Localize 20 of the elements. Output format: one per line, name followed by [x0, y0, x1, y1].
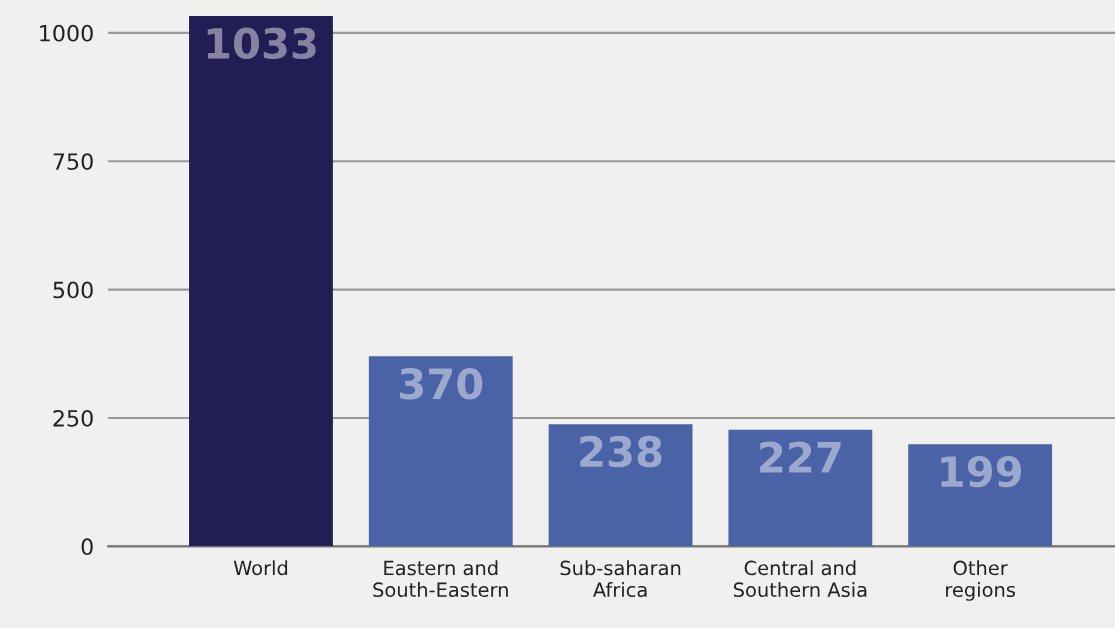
y-tick-label: 500: [53, 281, 93, 299]
data-label: 227: [760, 441, 841, 473]
bar: [189, 15, 333, 547]
y-tick-label: 0: [81, 538, 93, 556]
data-label: 370: [400, 368, 483, 400]
x-tick-label: World: [233, 560, 288, 576]
x-tick-label: Eastern and South-Eastern: [373, 560, 508, 598]
x-tick-label: Central and Southern Asia: [733, 560, 867, 598]
y-tick-label: 1000: [40, 24, 93, 42]
bar: [368, 356, 513, 547]
bar: [548, 424, 693, 547]
bar: [728, 429, 873, 547]
x-tick-label: Other regions: [946, 560, 1016, 601]
y-tick-label: 750: [53, 153, 93, 170]
data-label: 1033: [207, 27, 316, 60]
bar: [908, 444, 1053, 547]
y-tick-label: 250: [53, 409, 93, 427]
x-tick-label: Sub-saharan Africa: [560, 560, 681, 598]
data-label: 238: [580, 435, 662, 468]
data-label: 199: [941, 455, 1021, 488]
